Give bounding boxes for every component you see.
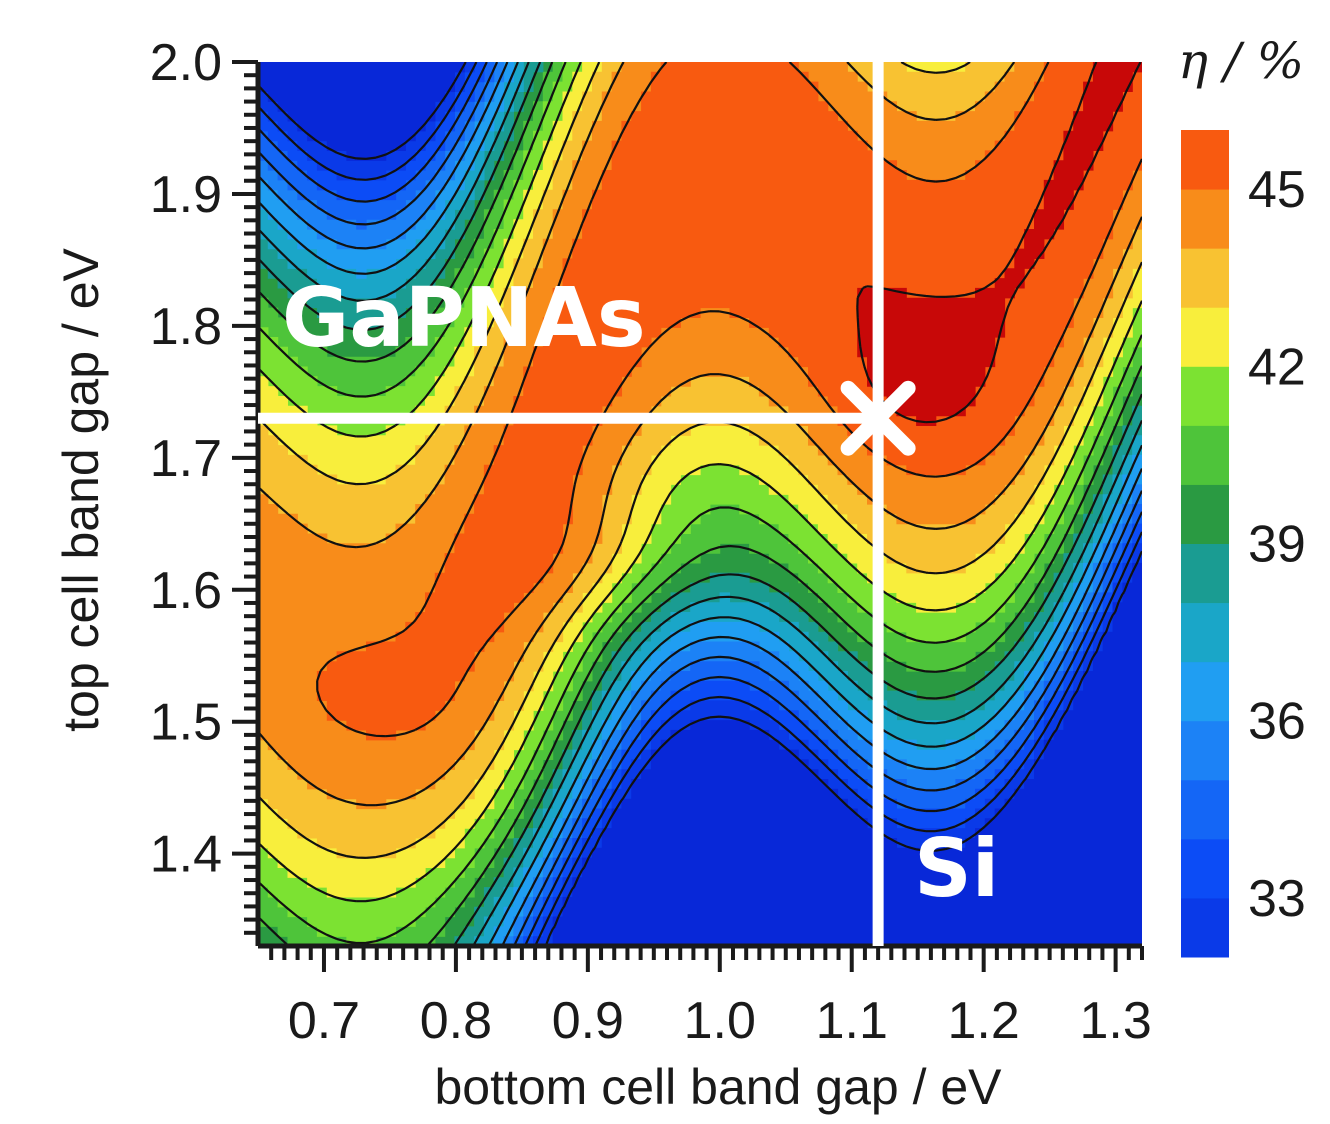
colorbar-segment [1181, 307, 1229, 367]
y-axis-ticks: 1.4 1.5 1.6 1.7 1.8 1.9 2.0 [150, 34, 258, 935]
x-tick-label: 1.1 [816, 992, 888, 1050]
contour-band [316, 62, 1142, 741]
contour-line [258, 62, 1142, 946]
colorbar-title: η / % [1178, 32, 1304, 90]
contour-band [258, 62, 1142, 946]
colorbar-tick-label: 36 [1248, 693, 1306, 751]
contour-bands [258, 62, 1142, 946]
axes-frame [255, 62, 1142, 949]
colorbar-segment [1181, 661, 1229, 722]
x-tick-label: 0.9 [552, 992, 624, 1050]
contour-line [316, 62, 1142, 738]
plot-area [258, 62, 1142, 946]
colorbar: 33 36 39 42 45 [1181, 130, 1306, 958]
contour-line [258, 62, 1142, 807]
colorbar-segment [1181, 484, 1229, 544]
colorbar-tick-label: 42 [1248, 338, 1306, 396]
colorbar-segment [1181, 425, 1229, 485]
colorbar-tick-label: 39 [1248, 516, 1306, 574]
contour-band [258, 62, 1142, 810]
contour-line [856, 62, 1142, 424]
colorbar-segment [1181, 366, 1229, 426]
reference-lines [258, 62, 884, 946]
colorbar-tick-label: 45 [1248, 161, 1306, 219]
contour-lines [258, 62, 1142, 946]
y-tick-label: 1.9 [150, 166, 222, 224]
x-tick-label: 0.7 [288, 992, 360, 1050]
optimum-marker [840, 380, 916, 456]
x-axis-label: bottom cell band gap / eV [434, 1059, 1002, 1115]
colorbar-segment [1181, 130, 1229, 190]
contour-line [258, 62, 1142, 946]
contour-line [258, 62, 1142, 946]
marker-stroke [840, 380, 916, 456]
contour-line [258, 62, 1142, 859]
contour-band [857, 62, 1142, 427]
contour-line [258, 62, 1142, 945]
y-tick-label: 1.7 [150, 430, 222, 488]
annotation-si: Si [914, 822, 999, 915]
colorbar-segment [1181, 543, 1229, 604]
colorbar-segment [1181, 720, 1229, 781]
colorbar-segment [1181, 779, 1229, 840]
colorbar-segment [1181, 248, 1229, 308]
contour-band [258, 62, 1142, 946]
x-tick-label: 0.8 [420, 992, 492, 1050]
contour-line [258, 62, 1142, 946]
y-tick-label: 1.6 [150, 562, 222, 620]
contour-line [258, 62, 1142, 946]
colorbar-segment [1181, 897, 1229, 958]
material-annotations: GaPNAs Si [282, 271, 999, 915]
annotation-gapnas: GaPNAs [282, 271, 646, 366]
y-tick-label: 1.5 [150, 694, 222, 752]
colorbar-segment [1181, 838, 1229, 899]
x-tick-label: 1.3 [1079, 992, 1151, 1050]
contour-band [258, 62, 1142, 859]
x-tick-label: 1.2 [948, 992, 1020, 1050]
contour-band [258, 62, 1142, 946]
y-tick-label: 1.8 [150, 298, 222, 356]
colorbar-segment [1181, 602, 1229, 663]
y-axis-label: top cell band gap / eV [53, 248, 109, 732]
colorbar-tick-label: 33 [1248, 870, 1306, 928]
y-tick-label: 1.4 [150, 826, 222, 884]
contour-line [258, 62, 1142, 946]
y-tick-label: 2.0 [150, 34, 222, 92]
colorbar-segment [1181, 189, 1229, 249]
x-axis-ticks: 0.7 0.8 0.9 1.0 1.1 1.2 1.3 [269, 946, 1152, 1050]
x-tick-label: 1.0 [684, 992, 756, 1050]
